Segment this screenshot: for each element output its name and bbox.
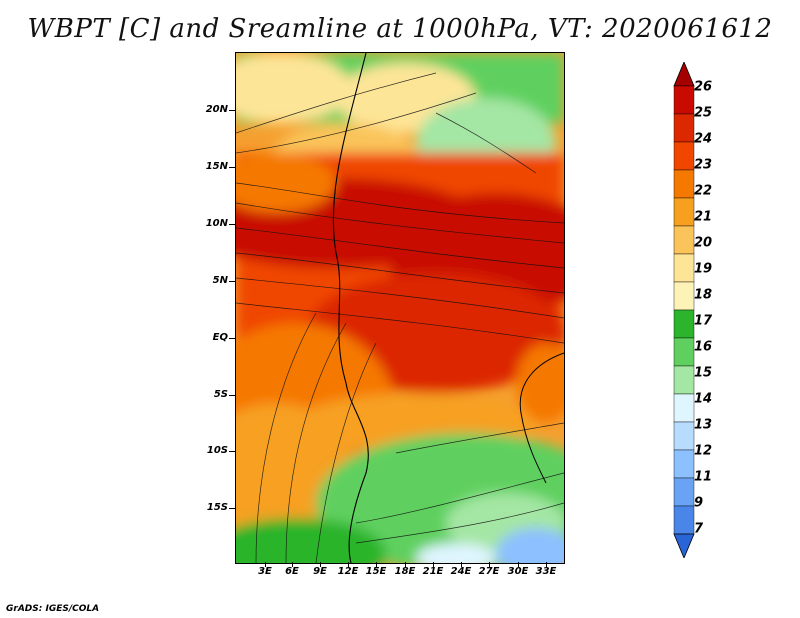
lon-label-3e: 3E — [258, 566, 272, 577]
colorbar-label: 20 — [694, 235, 713, 251]
colorbar-segment — [673, 337, 695, 367]
lon-label-33e: 33E — [535, 566, 557, 577]
lat-label-eq: EQ — [212, 332, 228, 343]
lat-tick — [229, 338, 235, 339]
colorbar-label: 21 — [694, 209, 713, 225]
colorbar-label: 23 — [694, 157, 713, 173]
colorbar-segment — [673, 281, 695, 311]
lon-tick — [489, 562, 490, 567]
lon-label-12e: 12E — [337, 566, 359, 577]
colorbar-segment — [673, 449, 695, 479]
lon-label-6e: 6E — [285, 566, 299, 577]
lat-tick — [229, 395, 235, 396]
colorbar-label: 7 — [694, 521, 704, 537]
colorbar-top-arrow — [673, 62, 695, 87]
lat-label-20n: 20N — [205, 104, 228, 115]
colorbar-segment — [673, 393, 695, 423]
colorbar-label: 26 — [694, 79, 713, 95]
lat-tick — [229, 451, 235, 452]
colorbar-label: 16 — [694, 339, 713, 355]
colorbar-label: 9 — [694, 495, 704, 511]
lon-tick — [376, 562, 377, 567]
lon-label-15e: 15E — [365, 566, 387, 577]
lat-label-5n: 5N — [212, 275, 228, 286]
colorbar-label: 24 — [694, 131, 713, 147]
lon-tick — [348, 562, 349, 567]
lon-tick — [265, 562, 266, 567]
colorbar-segment — [673, 253, 695, 283]
colorbar-label: 15 — [694, 365, 713, 381]
lat-tick — [229, 167, 235, 168]
colorbar-segment — [673, 365, 695, 395]
colorbar-segment — [673, 141, 695, 171]
lat-tick — [229, 508, 235, 509]
lon-tick — [320, 562, 321, 567]
colorbar-segment — [673, 421, 695, 451]
lon-tick — [433, 562, 434, 567]
colorbar-label: 17 — [694, 313, 713, 329]
lat-label-15s: 15S — [206, 502, 228, 513]
colorbar-label: 18 — [694, 287, 713, 303]
lon-label-21e: 21E — [422, 566, 444, 577]
colorbar-segment — [673, 197, 695, 227]
lat-label-5s: 5S — [213, 389, 228, 400]
colorbar-segment — [673, 225, 695, 255]
colorbar-segment — [673, 505, 695, 535]
colorbar-label: 25 — [694, 105, 713, 121]
colorbar-label: 12 — [694, 443, 713, 459]
colorbar-segment — [673, 169, 695, 199]
lon-label-30e: 30E — [507, 566, 529, 577]
colorbar-label: 14 — [694, 391, 713, 407]
lon-tick — [292, 562, 293, 567]
lon-label-18e: 18E — [394, 566, 416, 577]
colorbar-segment — [673, 113, 695, 143]
colorbar-bottom-arrow — [673, 533, 695, 558]
lat-tick — [229, 110, 235, 111]
wbpt-field — [236, 53, 564, 563]
lon-tick — [405, 562, 406, 567]
map-title: WBPT [C] and Sreamline at 1000hPa, VT: 2… — [27, 14, 773, 44]
colorbar-segment — [673, 477, 695, 507]
lat-label-10s: 10S — [206, 445, 228, 456]
colorbar-label: 22 — [694, 183, 713, 199]
colorbar-label: 19 — [694, 261, 713, 277]
lon-tick — [546, 562, 547, 567]
wbpt-map — [235, 52, 565, 564]
lat-label-15n: 15N — [205, 161, 228, 172]
colorbar — [673, 62, 695, 558]
lat-label-10n: 10N — [205, 218, 228, 229]
lon-label-27e: 27E — [478, 566, 500, 577]
colorbar-label: 11 — [694, 469, 713, 485]
lon-tick — [461, 562, 462, 567]
lon-label-9e: 9E — [313, 566, 327, 577]
lon-label-24e: 24E — [450, 566, 472, 577]
colorbar-label: 13 — [694, 417, 713, 433]
colorbar-segments — [673, 85, 695, 535]
colorbar-segment — [673, 85, 695, 115]
colorbar-segment — [673, 309, 695, 339]
lon-tick — [518, 562, 519, 567]
grads-credit: GrADS: IGES/COLA — [6, 604, 100, 614]
lat-tick — [229, 224, 235, 225]
lat-tick — [229, 281, 235, 282]
